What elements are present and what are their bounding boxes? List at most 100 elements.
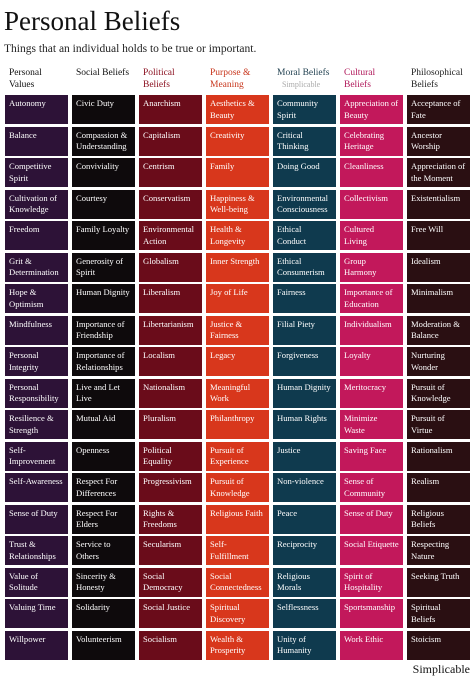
belief-cell: Existentialism: [407, 189, 470, 219]
belief-cell: Celebrating Heritage: [340, 126, 403, 156]
belief-cell: Social Democracy: [139, 567, 202, 597]
belief-cell: Centrism: [139, 158, 202, 187]
belief-cell: Resilience & Strength: [5, 410, 68, 439]
belief-cell: Sense of Community: [340, 473, 403, 502]
belief-cell: Meaningful Work: [206, 378, 269, 408]
belief-cell: Human Dignity: [72, 284, 135, 313]
belief-cell: Aesthetics & Beauty: [206, 95, 269, 124]
belief-cell: Spiritual Beliefs: [407, 599, 470, 628]
belief-cell: Meritocracy: [340, 378, 403, 408]
belief-cell: Trust & Relationships: [5, 536, 68, 565]
belief-cell: Pluralism: [139, 410, 202, 439]
belief-cell: Sincerity & Honesty: [72, 567, 135, 597]
title: Personal Beliefs: [4, 6, 181, 36]
belief-cell: Family: [206, 158, 269, 187]
belief-cell: Courtesy: [72, 189, 135, 219]
belief-cell: Mindfulness: [5, 315, 68, 345]
belief-cell: Peace: [273, 504, 336, 534]
belief-cell: Balance: [5, 126, 68, 156]
column-header: Moral Beliefs: [277, 68, 330, 78]
belief-cell: Religious Beliefs: [407, 504, 470, 534]
belief-cell: Community Spirit: [273, 95, 336, 124]
belief-cell: Self-Awareness: [5, 473, 68, 502]
belief-cell: Pursuit of Knowledge: [206, 473, 269, 502]
column-header: Political Beliefs: [143, 68, 175, 90]
belief-cell: Liberalism: [139, 284, 202, 313]
belief-cell: Critical Thinking: [273, 126, 336, 156]
belief-cell: Compassion & Understanding: [72, 126, 135, 156]
belief-cell: Collectivism: [340, 189, 403, 219]
belief-cell: Importance of Friendship: [72, 315, 135, 345]
subtitle: Things that an individual holds to be tr…: [4, 43, 257, 55]
belief-cell: Pursuit of Experience: [206, 441, 269, 471]
belief-cell: Joy of Life: [206, 284, 269, 313]
belief-cell: Rationalism: [407, 441, 470, 471]
belief-cell: Cleanliness: [340, 158, 403, 187]
belief-cell: Appreciation of Beauty: [340, 95, 403, 124]
belief-cell: Religious Morals: [273, 567, 336, 597]
belief-cell: Minimize Waste: [340, 410, 403, 439]
belief-cell: Willpower: [5, 630, 68, 660]
belief-cell: Non-violence: [273, 473, 336, 502]
belief-cell: Social Connectedness: [206, 567, 269, 597]
belief-cell: Idealism: [407, 252, 470, 282]
belief-cell: Live and Let Live: [72, 378, 135, 408]
column-header: Cultural Beliefs: [344, 68, 376, 90]
belief-cell: Religious Faith: [206, 504, 269, 534]
belief-cell: Value of Solitude: [5, 567, 68, 597]
belief-cell: Justice: [273, 441, 336, 471]
belief-cell: Justice & Fairness: [206, 315, 269, 345]
belief-cell: Capitalism: [139, 126, 202, 156]
belief-cell: Sense of Duty: [340, 504, 403, 534]
belief-cell: Socialism: [139, 630, 202, 660]
belief-cell: Philanthropy: [206, 410, 269, 439]
belief-cell: Respect For Differences: [72, 473, 135, 502]
belief-cell: Cultured Living: [340, 221, 403, 250]
belief-cell: Political Equality: [139, 441, 202, 471]
belief-cell: Openness: [72, 441, 135, 471]
belief-cell: Moderation & Balance: [407, 315, 470, 345]
belief-cell: Competitive Spirit: [5, 158, 68, 187]
belief-cell: Libertarianism: [139, 315, 202, 345]
belief-cell: Human Dignity: [273, 378, 336, 408]
belief-cell: Social Etiquette: [340, 536, 403, 565]
belief-cell: Happiness & Well-being: [206, 189, 269, 219]
belief-cell: Civic Duty: [72, 95, 135, 124]
belief-cell: Personal Integrity: [5, 347, 68, 376]
belief-cell: Ethical Conduct: [273, 221, 336, 250]
belief-cell: Ethical Consumerism: [273, 252, 336, 282]
belief-cell: Filial Piety: [273, 315, 336, 345]
belief-cell: Environmental Action: [139, 221, 202, 250]
belief-cell: Sportsmanship: [340, 599, 403, 628]
belief-cell: Health & Longevity: [206, 221, 269, 250]
belief-cell: Forgiveness: [273, 347, 336, 376]
belief-cell: Unity of Humanity: [273, 630, 336, 660]
belief-cell: Saving Face: [340, 441, 403, 471]
belief-cell: Creativity: [206, 126, 269, 156]
belief-cell: Group Harmony: [340, 252, 403, 282]
belief-cell: Spirit of Hospitality: [340, 567, 403, 597]
belief-cell: Secularism: [139, 536, 202, 565]
belief-cell: Inner Strength: [206, 252, 269, 282]
belief-cell: Wealth & Prosperity: [206, 630, 269, 660]
belief-cell: Family Loyalty: [72, 221, 135, 250]
belief-cell: Stoicism: [407, 630, 470, 660]
column-header: Social Beliefs: [76, 68, 130, 78]
belief-cell: Importance of Relationships: [72, 347, 135, 376]
belief-cell: Spiritual Discovery: [206, 599, 269, 628]
belief-cell: Pursuit of Knowledge: [407, 378, 470, 408]
belief-cell: Localism: [139, 347, 202, 376]
belief-cell: Appreciation of the Moment: [407, 158, 470, 187]
belief-cell: Respecting Nature: [407, 536, 470, 565]
belief-cell: Free Will: [407, 221, 470, 250]
column-header: Personal Values: [9, 68, 42, 90]
belief-cell: Valuing Time: [5, 599, 68, 628]
belief-cell: Selflessness: [273, 599, 336, 628]
belief-cell: Realism: [407, 473, 470, 502]
belief-cell: Minimalism: [407, 284, 470, 313]
belief-cell: Mutual Aid: [72, 410, 135, 439]
belief-cell: Doing Good: [273, 158, 336, 187]
belief-cell: Solidarity: [72, 599, 135, 628]
belief-cell: Conviviality: [72, 158, 135, 187]
